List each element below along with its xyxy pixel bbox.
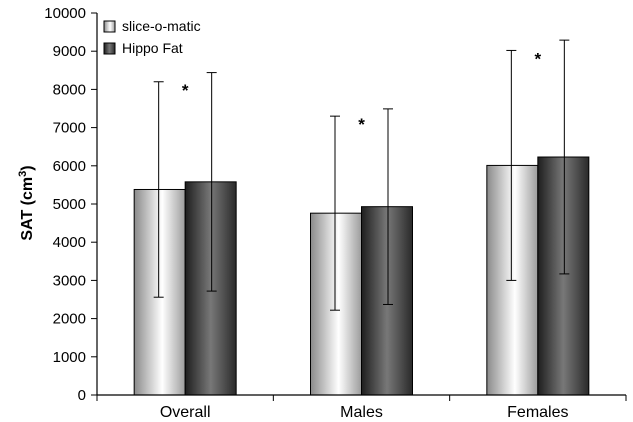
y-tick-label: 9000: [53, 43, 86, 60]
legend: slice-o-matic Hippo Fat: [103, 18, 201, 56]
y-axis-title-suffix: ): [19, 165, 36, 170]
plot-area: * Overall * Males * Females 0 1000 2000 3000 4000 5…: [44, 5, 627, 421]
y-tick-label: 5000: [53, 196, 86, 213]
y-axis-title: SAT (cm3): [17, 165, 36, 240]
significance-marker: *: [535, 49, 542, 68]
y-tick-label: 7000: [53, 120, 86, 137]
y-axis-title-text: SAT (cm: [19, 177, 36, 241]
legend-swatch-slice-o-matic: [103, 20, 116, 33]
y-tick-label: 10000: [44, 5, 86, 22]
y-tick-label: 6000: [53, 158, 86, 175]
y-tick-label: 3000: [53, 272, 86, 289]
svg-text:SAT (cm3): SAT (cm3): [17, 165, 36, 240]
bar-hippo-fat-females: [537, 156, 590, 396]
bar-hippo-fat-overall: [184, 181, 237, 396]
bar-hippo-fat-males: [361, 206, 413, 396]
legend-label: Hippo Fat: [122, 40, 183, 56]
y-tick-label: 8000: [53, 81, 86, 98]
legend-label: slice-o-matic: [122, 18, 201, 34]
bar-slice-o-matic-overall: [133, 188, 186, 396]
y-tick-label: 2000: [53, 311, 86, 328]
y-axis-title-superscript: 3: [17, 171, 29, 177]
y-tick-label: 4000: [53, 234, 86, 251]
y-tick-label: 1000: [53, 349, 86, 366]
x-tick-label: Males: [340, 404, 383, 421]
y-tick-label: 0: [78, 387, 86, 404]
x-tick-label: Females: [507, 404, 568, 421]
x-tick-label: Overall: [160, 404, 211, 421]
bar-slice-o-matic-males: [310, 212, 362, 396]
significance-marker: *: [358, 115, 365, 134]
legend-swatch-hippo-fat: [103, 42, 116, 55]
significance-marker: *: [182, 81, 189, 100]
